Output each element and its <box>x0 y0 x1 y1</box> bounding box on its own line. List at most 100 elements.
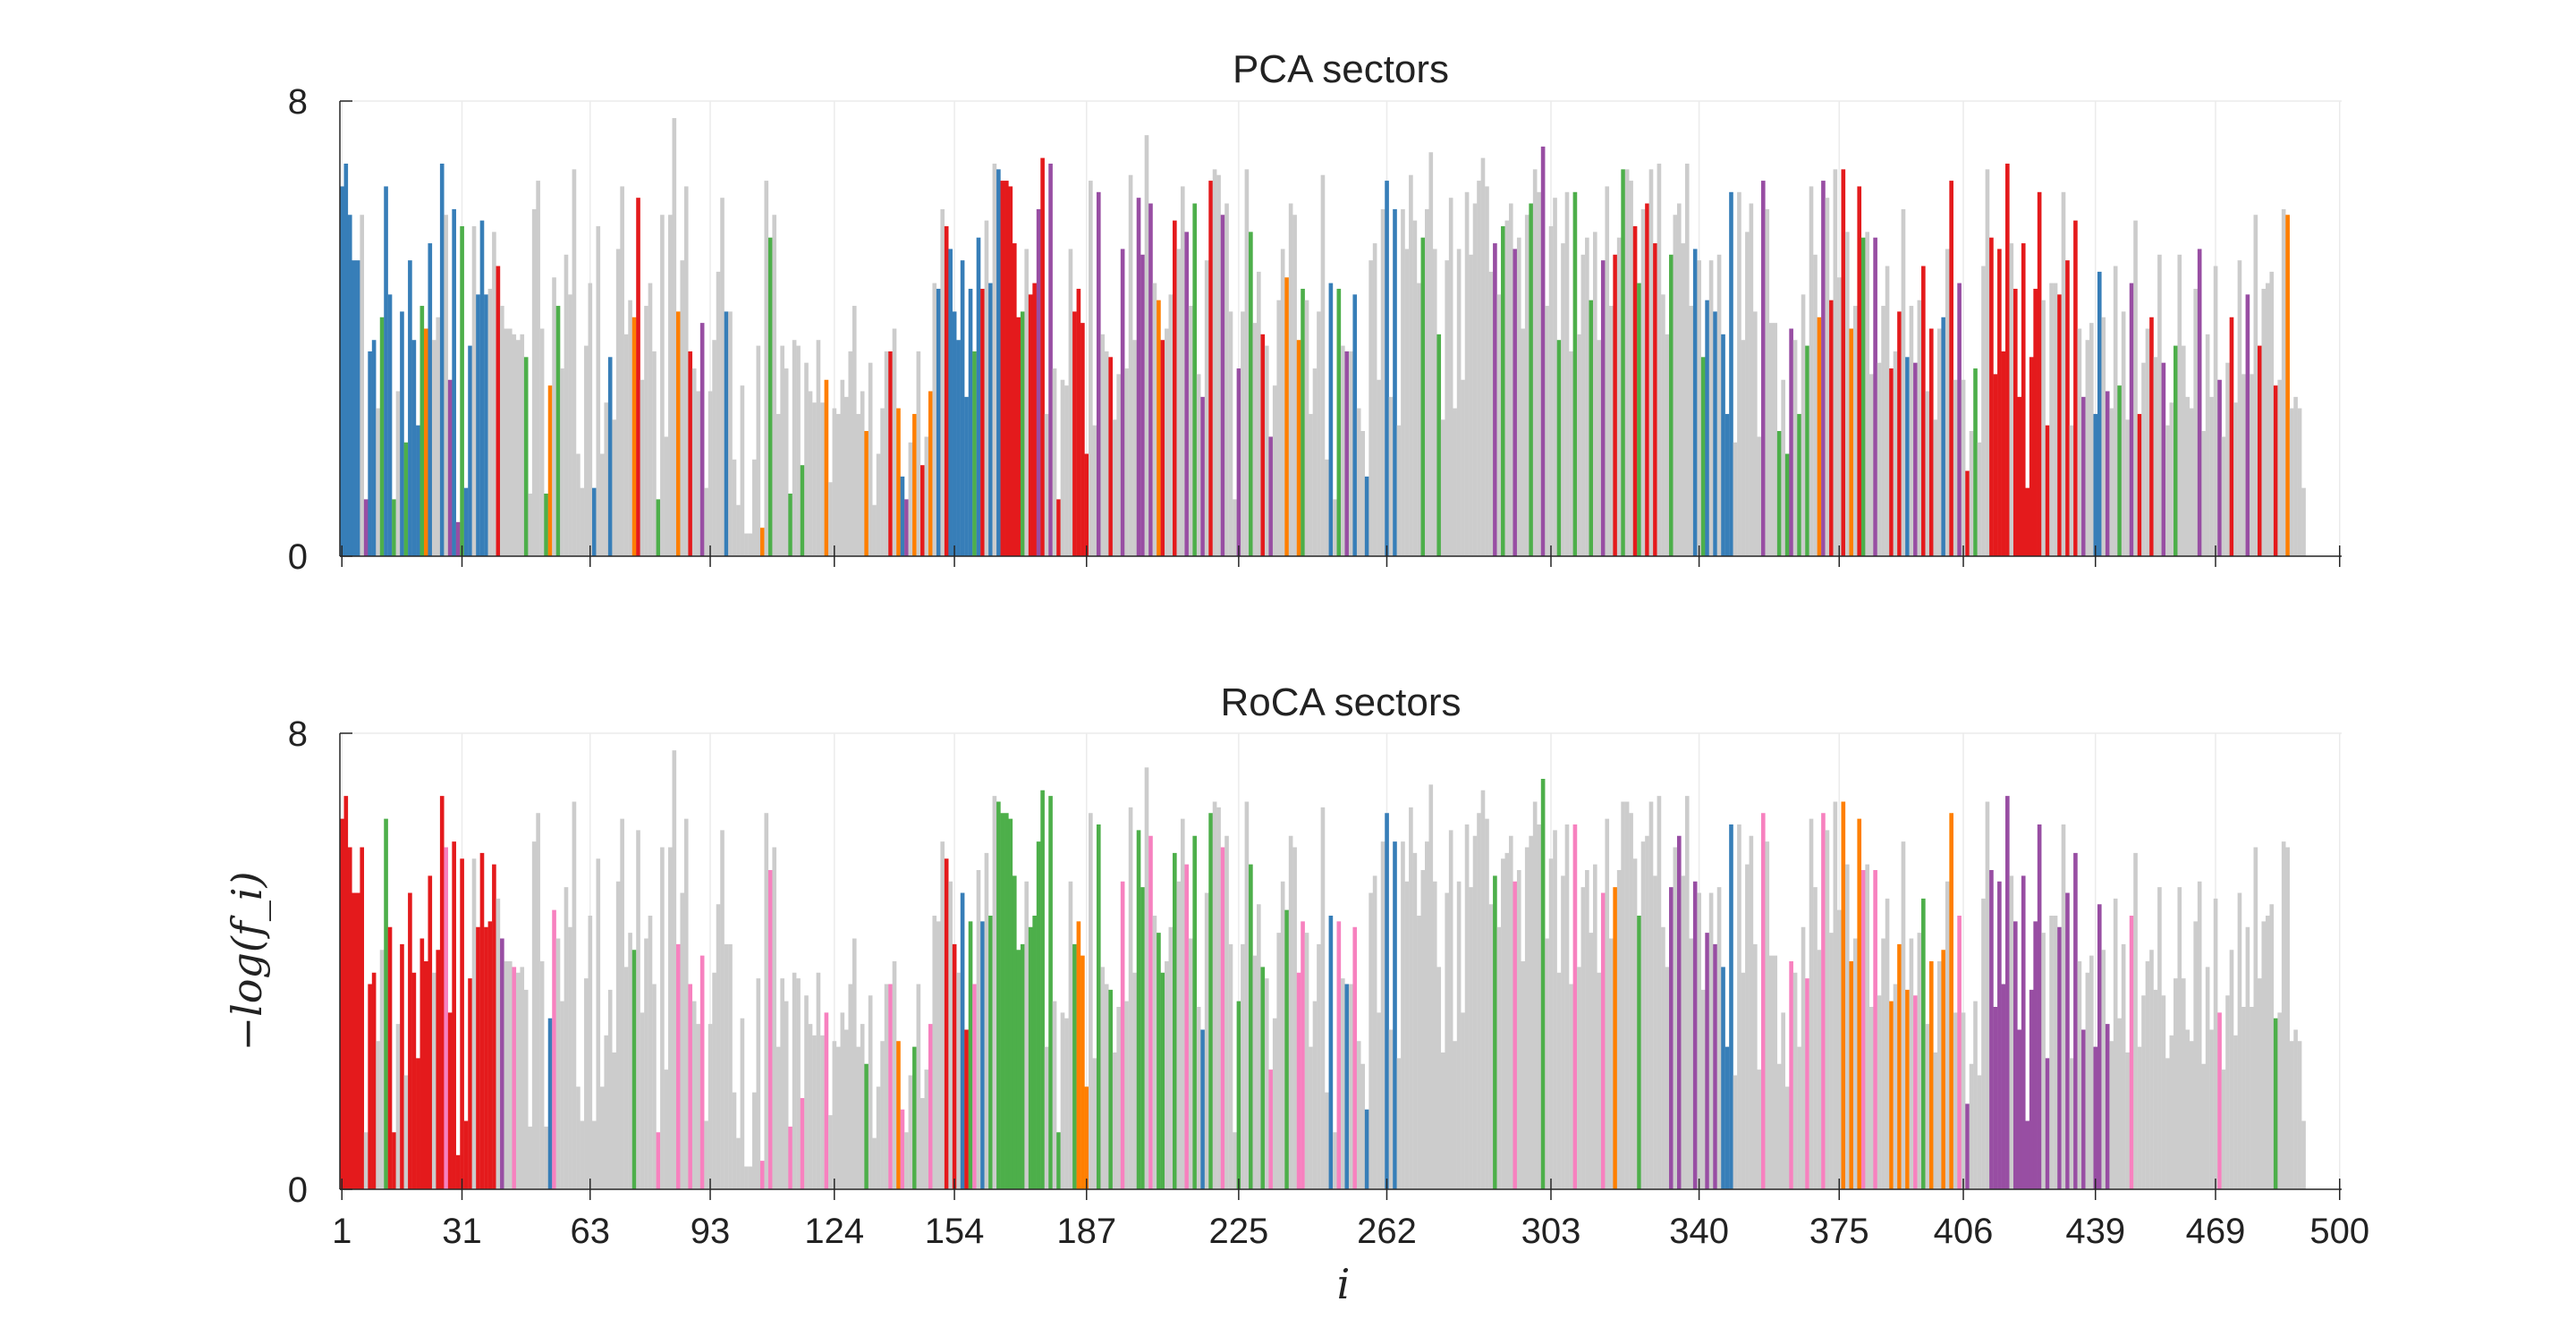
bar-14 <box>392 1132 396 1189</box>
bar-398 <box>1928 328 1934 556</box>
bar-67 <box>604 402 609 556</box>
bar-107 <box>764 181 769 556</box>
bar-10 <box>376 1041 380 1189</box>
bar-299 <box>1532 801 1538 1189</box>
bar-297 <box>1524 847 1530 1189</box>
bar-130 <box>856 413 861 556</box>
bar-254 <box>1352 294 1358 556</box>
bar-89 <box>691 1001 697 1190</box>
bar-140 <box>896 1041 901 1189</box>
y-tick-label-1: 8 <box>288 82 308 122</box>
bar-308 <box>1569 351 1573 556</box>
bar-304 <box>1553 198 1557 556</box>
x-tick-label-2: 63 <box>571 1212 611 1251</box>
bar-247 <box>1325 1092 1329 1190</box>
bar-92 <box>704 487 708 556</box>
bar-182 <box>1064 385 1069 557</box>
bar-363 <box>1789 961 1793 1189</box>
bar-219 <box>1212 169 1217 556</box>
x-tick-label-10: 340 <box>1669 1212 1729 1251</box>
bar-86 <box>680 260 685 556</box>
bar-47 <box>523 989 529 1190</box>
bar-276 <box>1440 419 1445 556</box>
roca-bars <box>340 750 2306 1190</box>
x-tick-label-3: 93 <box>691 1212 731 1251</box>
bar-227 <box>1244 169 1250 556</box>
bar-473 <box>2229 317 2234 556</box>
bar-202 <box>1144 767 1149 1189</box>
roca-axes: 1 31 63 93 124 154 187 225 262 303 340 375 406 439 469… <box>288 714 2369 1251</box>
bar-417 <box>2005 163 2010 557</box>
bar-408 <box>1969 1063 1974 1189</box>
bar-338 <box>1689 938 1694 1189</box>
bar-229 <box>1252 323 1258 556</box>
bar-201 <box>1140 887 1145 1190</box>
bar-66 <box>599 453 605 556</box>
bar-13 <box>387 926 393 1189</box>
bar-287 <box>1485 818 1489 1190</box>
bar-227 <box>1244 801 1250 1189</box>
bar-475 <box>2237 892 2242 1189</box>
bar-83 <box>668 847 673 1189</box>
bar-360 <box>1776 1063 1782 1189</box>
bar-206 <box>1160 340 1165 556</box>
bar-44 <box>512 334 517 556</box>
bar-429 <box>2053 916 2058 1189</box>
bar-45 <box>515 340 521 556</box>
bar-257 <box>1364 1109 1369 1189</box>
bar-79 <box>652 984 657 1189</box>
bar-116 <box>800 465 805 556</box>
bar-18 <box>408 260 412 556</box>
bar-440 <box>2097 904 2102 1189</box>
bar-232 <box>1264 978 1269 1190</box>
bar-289 <box>1493 875 1497 1190</box>
bar-423 <box>2029 357 2034 556</box>
bar-7 <box>363 1132 369 1189</box>
bar-42 <box>504 961 509 1189</box>
bar-352 <box>1745 864 1750 1190</box>
bar-367 <box>1805 345 1809 556</box>
bar-140 <box>896 408 901 556</box>
bar-10 <box>376 408 380 556</box>
bar-321 <box>1621 801 1625 1189</box>
bar-139 <box>892 328 897 556</box>
bar-84 <box>672 118 677 556</box>
bar-68 <box>607 357 613 556</box>
bar-343 <box>1708 892 1714 1189</box>
bar-2 <box>343 163 349 557</box>
bar-481 <box>2261 921 2267 1190</box>
bar-377 <box>1844 232 1850 556</box>
bar-289 <box>1493 243 1497 556</box>
x-tick-label-9: 303 <box>1521 1212 1581 1251</box>
bar-121 <box>820 402 825 556</box>
bar-410 <box>1977 442 1982 556</box>
bar-85 <box>675 311 681 556</box>
bar-118 <box>808 391 813 556</box>
bar-441 <box>2101 950 2106 1189</box>
bar-178 <box>1048 796 1053 1190</box>
bar-478 <box>2250 374 2254 556</box>
bar-134 <box>872 1137 877 1190</box>
bar-442 <box>2105 391 2110 556</box>
bar-323 <box>1629 181 1633 556</box>
bar-122 <box>824 1012 829 1190</box>
bar-146 <box>920 465 925 556</box>
bar-409 <box>1973 368 1978 556</box>
bar-390 <box>1897 311 1902 556</box>
bar-455 <box>2157 887 2162 1190</box>
bar-172 <box>1024 881 1030 1189</box>
bar-238 <box>1288 835 1293 1189</box>
bar-310 <box>1577 334 1581 556</box>
bar-154 <box>952 943 957 1190</box>
bar-356 <box>1760 181 1766 556</box>
bar-218 <box>1208 813 1213 1189</box>
bar-39 <box>492 232 496 556</box>
bar-246 <box>1320 174 1326 556</box>
bar-420 <box>2017 1029 2022 1189</box>
bar-154 <box>952 311 957 556</box>
bar-194 <box>1112 419 1117 556</box>
bar-55 <box>555 306 561 556</box>
bar-225 <box>1236 1001 1241 1190</box>
bar-91 <box>699 323 705 556</box>
bar-94 <box>712 972 716 1189</box>
